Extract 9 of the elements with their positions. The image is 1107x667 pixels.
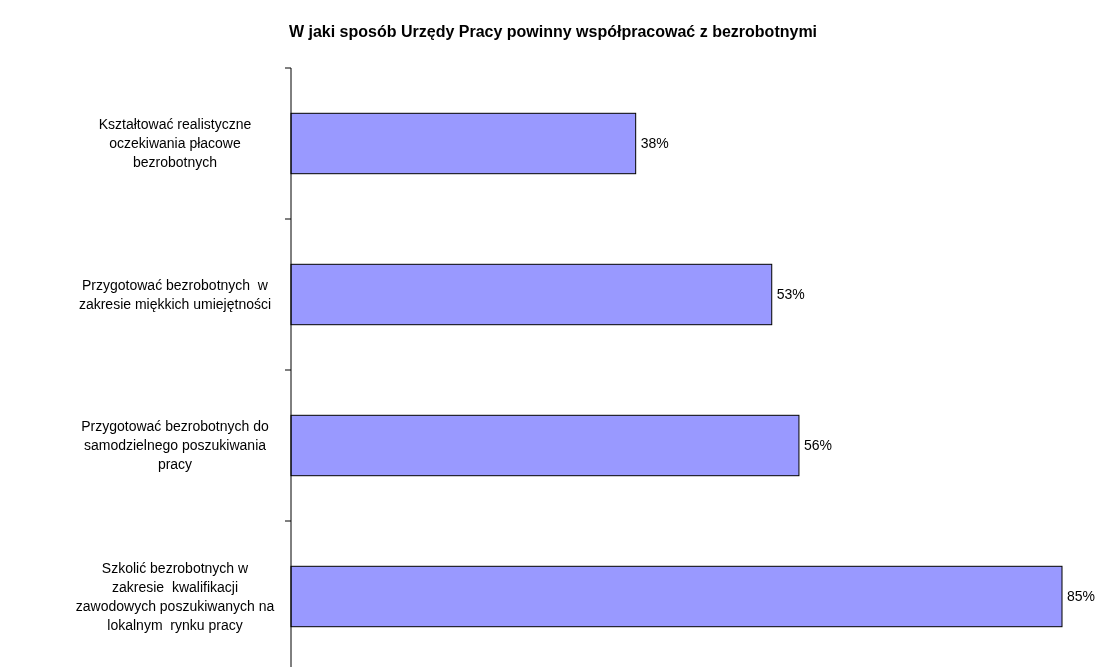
data-label: 56% <box>803 437 832 454</box>
chart-title: W jaki sposób Urzędy Pracy powinny współpracować z bezrobotnymi <box>288 23 818 40</box>
y-tick-label: Przygotować bezrobotnych do samodzielnego poszukiwania pracy <box>81 418 269 473</box>
data-label: 53% <box>776 286 805 303</box>
data-label: 85% <box>1067 588 1096 605</box>
y-tick-label: Przygotować bezrobotnych w zakresie miękkich umiejętności <box>78 276 272 312</box>
y-tick-label: Szkolić bezrobotnych w zakresie kwalifikacji zawodowych poszukiwanych na lokalnym rynku pracy <box>75 559 275 633</box>
data-label: 38% <box>640 135 669 152</box>
y-tick-label: Kształtować realistyczne oczekiwania płacowe bezrobotnych <box>98 116 252 171</box>
